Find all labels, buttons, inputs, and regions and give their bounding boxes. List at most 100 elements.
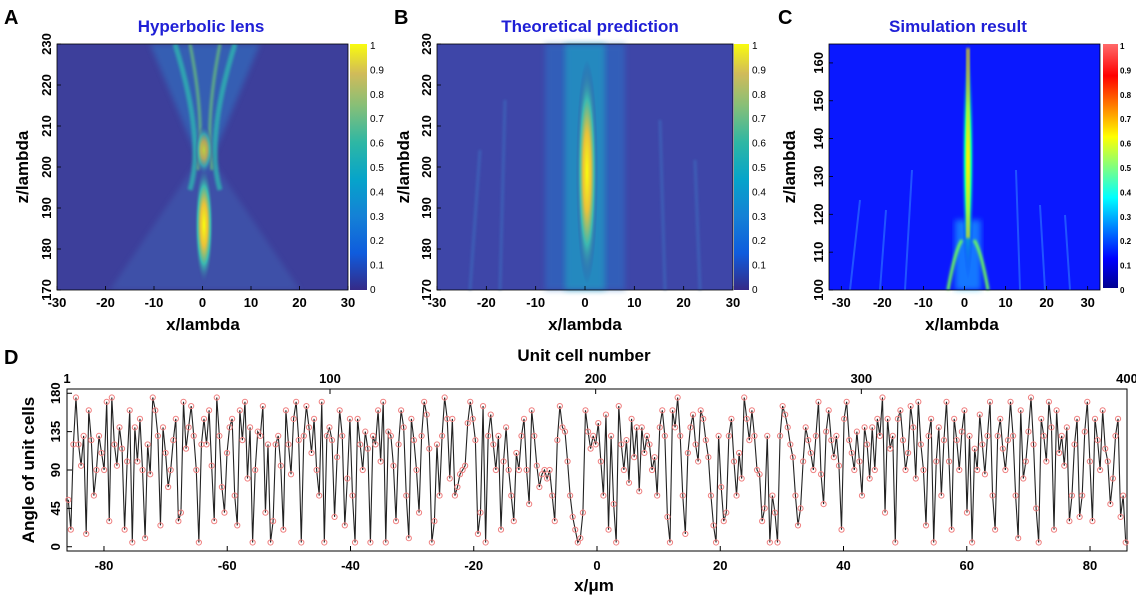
data-point bbox=[761, 505, 768, 512]
data-point bbox=[684, 449, 691, 457]
data-point bbox=[295, 437, 302, 444]
colorbar-tick-label: 0 bbox=[370, 285, 376, 296]
y-tick-label: 170 bbox=[419, 279, 434, 301]
y-tick-label: 220 bbox=[39, 74, 54, 96]
colorbar-ticks: 0 0.1 0.2 0.3 0.4 0.5 0.6 0.7 0.8 0.9 1 bbox=[752, 41, 766, 296]
data-point bbox=[884, 415, 891, 422]
data-point bbox=[674, 394, 681, 401]
y-ticks: 170 180 190 200 210 220 230 bbox=[39, 33, 61, 301]
data-point bbox=[595, 420, 602, 427]
data-point bbox=[1084, 398, 1091, 405]
data-point bbox=[259, 402, 266, 410]
data-point bbox=[648, 466, 656, 474]
data-point bbox=[290, 415, 297, 422]
data-point bbox=[992, 526, 999, 533]
data-point bbox=[418, 432, 425, 439]
data-point bbox=[157, 522, 164, 529]
x-tick-label: 10 bbox=[244, 295, 258, 310]
data-point bbox=[945, 458, 953, 465]
data-point bbox=[579, 509, 587, 516]
data-point bbox=[77, 462, 85, 469]
data-point bbox=[889, 432, 896, 439]
data-point bbox=[267, 539, 274, 546]
data-point bbox=[549, 492, 556, 499]
data-point bbox=[177, 509, 185, 516]
data-point bbox=[403, 492, 410, 499]
data-point bbox=[426, 445, 433, 452]
data-point bbox=[134, 458, 141, 465]
colorbar-tick-label: 0.3 bbox=[1120, 213, 1132, 222]
x-axis-label: x/lambda bbox=[548, 315, 622, 334]
data-point bbox=[513, 449, 520, 457]
data-point bbox=[316, 492, 323, 499]
data-point bbox=[124, 458, 131, 465]
y-tick-label: 140 bbox=[811, 128, 826, 150]
data-point bbox=[915, 398, 922, 405]
data-point bbox=[994, 432, 1001, 439]
data-point bbox=[654, 492, 661, 499]
data-point bbox=[182, 445, 190, 452]
data-point bbox=[1012, 492, 1019, 499]
data-point bbox=[392, 518, 400, 525]
data-point bbox=[797, 505, 804, 512]
data-point bbox=[1104, 458, 1111, 465]
data-point bbox=[380, 398, 387, 405]
colorbar-tick-label: 1 bbox=[1120, 42, 1125, 51]
data-point bbox=[592, 441, 599, 448]
data-point bbox=[369, 432, 377, 439]
data-point bbox=[864, 441, 871, 448]
data-point bbox=[1081, 428, 1088, 435]
x-ticks: -30 -20 -10 0 10 20 30 bbox=[428, 286, 740, 310]
data-point bbox=[643, 432, 651, 439]
data-point bbox=[602, 411, 610, 418]
x-tick-label: 80 bbox=[1083, 558, 1097, 573]
data-point bbox=[958, 428, 965, 435]
x-tick-label: 0 bbox=[199, 295, 206, 310]
x-tick-label: 30 bbox=[1080, 295, 1094, 310]
data-point bbox=[738, 475, 745, 482]
x-tick-label: 0 bbox=[581, 295, 588, 310]
data-point bbox=[943, 398, 950, 405]
data-point bbox=[1048, 424, 1055, 431]
x-ticks: -30 -20 -10 0 10 20 30 bbox=[832, 286, 1095, 310]
colorbar-tick-label: 0.3 bbox=[752, 212, 766, 223]
data-point bbox=[500, 458, 507, 465]
data-point bbox=[357, 441, 364, 448]
colorbar-tick-label: 0.1 bbox=[1120, 262, 1132, 271]
data-point bbox=[203, 441, 210, 448]
data-point bbox=[195, 539, 202, 546]
data-point bbox=[956, 466, 963, 474]
data-point bbox=[280, 526, 287, 533]
y-tick-label: 120 bbox=[811, 203, 826, 225]
data-point bbox=[979, 441, 986, 448]
data-point bbox=[556, 402, 563, 410]
data-point bbox=[234, 522, 241, 529]
data-point bbox=[241, 398, 249, 405]
data-point bbox=[441, 394, 448, 401]
data-point bbox=[828, 437, 835, 444]
data-point bbox=[869, 424, 876, 431]
data-point bbox=[249, 539, 256, 546]
data-point bbox=[823, 428, 830, 435]
data-point bbox=[405, 535, 412, 542]
data-point bbox=[1033, 505, 1040, 512]
data-point bbox=[334, 454, 341, 461]
colorbar-tick-label: 0.9 bbox=[752, 65, 766, 76]
colorbar-tick-label: 0.2 bbox=[752, 236, 766, 247]
colorbar-tick-label: 0.5 bbox=[752, 163, 766, 174]
data-point bbox=[904, 449, 912, 457]
data-point bbox=[794, 522, 802, 529]
data-point bbox=[784, 424, 791, 431]
data-point bbox=[1066, 518, 1073, 525]
data-point bbox=[193, 466, 200, 474]
data-point bbox=[382, 539, 389, 546]
colorbar-tick-label: 0.8 bbox=[370, 90, 384, 101]
colorbar-tick-label: 0.8 bbox=[752, 90, 766, 101]
data-point bbox=[400, 424, 407, 431]
data-point bbox=[275, 432, 282, 439]
data-point bbox=[180, 398, 187, 405]
data-point bbox=[787, 441, 794, 448]
data-point bbox=[607, 432, 615, 439]
data-point bbox=[976, 411, 983, 418]
data-point bbox=[561, 428, 569, 435]
